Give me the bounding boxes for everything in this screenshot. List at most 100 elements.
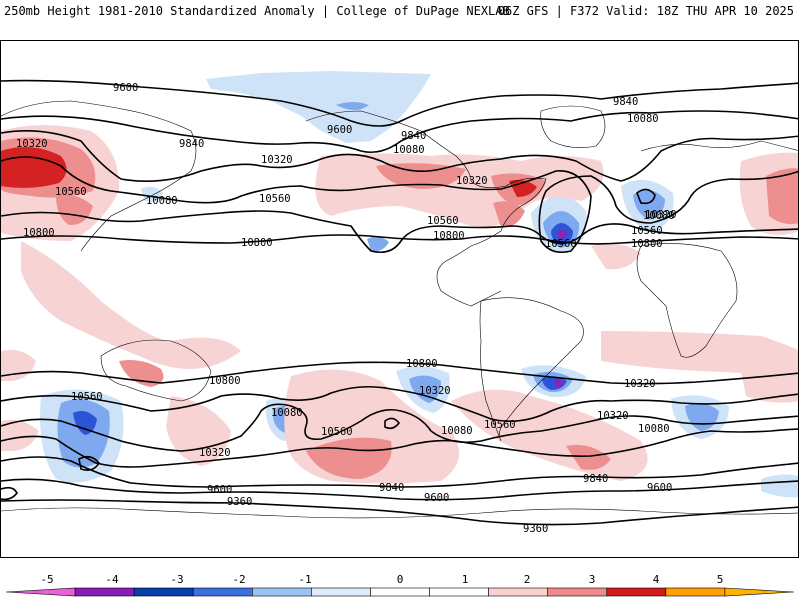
contour-label: 10320	[199, 447, 231, 459]
contour-label: 10320	[261, 154, 293, 166]
colorbar-tick-label: -4	[105, 574, 119, 586]
colorbar-tick-label: 0	[397, 574, 404, 586]
anomaly-region	[21, 241, 241, 369]
anomaly-region	[367, 236, 389, 252]
colorbar-tick-label: -1	[298, 574, 311, 586]
contour-label: 9840	[401, 130, 426, 142]
contour-label: 10800	[433, 230, 465, 242]
colorbar-segment	[311, 587, 371, 597]
contour-10800-north	[1, 234, 798, 245]
colorbar-segment	[370, 587, 430, 597]
contour-label: 9600	[207, 484, 232, 496]
colorbar-tick-label: -3	[170, 574, 183, 586]
contour-label: 10320	[16, 138, 48, 150]
colorbar-tick-label: 3	[589, 574, 596, 586]
colorbar-segment	[606, 587, 667, 597]
contour-label: 9840	[613, 96, 638, 108]
contour-label: 10080	[271, 407, 303, 419]
colorbar-segment	[252, 587, 312, 597]
anomaly-region	[761, 474, 798, 498]
contour-9840-south	[1, 456, 798, 488]
contour-10800-south	[1, 361, 798, 385]
contour-label: 10560	[427, 215, 459, 227]
anomaly-region	[766, 168, 798, 225]
colorbar-ticks: -5 -4 -3 -2 -1 0 1 2 3 4 5	[40, 574, 723, 586]
colorbar-segment	[547, 587, 608, 597]
contour-labels: 9600 9600 9840 9840 9840 10080 10080 100…	[16, 82, 677, 535]
anomaly-region	[542, 376, 567, 390]
contour-10560-north	[1, 210, 798, 254]
contour-label: 10800	[23, 227, 55, 239]
colorbar-segment	[192, 587, 253, 597]
contour-closed-low-south-a	[78, 455, 100, 471]
contour-label: 10320	[419, 385, 451, 397]
weather-map: 9600 9600 9840 9840 9840 10080 10080 100…	[0, 40, 799, 558]
contour-label: 10320	[645, 209, 677, 221]
contour-label: 10080	[146, 195, 178, 207]
anomaly-region	[166, 396, 231, 466]
colorbar-segment	[429, 587, 489, 597]
anomaly-region	[1, 349, 36, 381]
colorbar-tick-label: 4	[653, 574, 660, 586]
contour-9360-south	[1, 499, 798, 526]
contour-label: 10320	[624, 378, 656, 390]
coastline-australia	[100, 339, 212, 402]
contour-closed-ring-west	[1, 486, 18, 501]
contour-label: 10080	[638, 423, 670, 435]
colorbar-tick-label: -2	[232, 574, 245, 586]
anomaly-region	[119, 360, 164, 387]
anomaly-region	[591, 243, 641, 270]
contour-closed-low-north	[636, 188, 656, 205]
colorbar-tick-label: -5	[40, 574, 53, 586]
colorbar-segment	[133, 587, 194, 597]
contour-label: 10560	[55, 186, 87, 198]
contour-label: 10320	[597, 410, 629, 422]
coastline-north-america	[305, 110, 547, 307]
contour-label: 10560	[484, 419, 516, 431]
contour-9600-south	[1, 478, 798, 501]
contour-label: 10560	[71, 391, 103, 403]
contour-label: 10800	[209, 375, 241, 387]
contour-label: 10800	[241, 237, 273, 249]
contour-label: 9360	[227, 496, 252, 508]
contour-10560-south	[1, 385, 798, 422]
coastline-greenland	[540, 105, 606, 148]
contour-10080-north	[1, 129, 798, 183]
contour-label: 9840	[583, 473, 608, 485]
positive-anomaly-shading	[1, 125, 798, 484]
contour-label: 10320	[456, 175, 488, 187]
anomaly-region	[376, 163, 466, 189]
anomaly-region	[554, 379, 564, 388]
contour-label: 9840	[179, 138, 204, 150]
contour-label: 10080	[441, 425, 473, 437]
contour-label: 9600	[424, 492, 449, 504]
contour-label: 10080	[627, 113, 659, 125]
contour-label: 10080	[393, 144, 425, 156]
anomaly-region	[633, 189, 665, 220]
anomaly-region	[566, 444, 611, 470]
contour-label: 9600	[327, 124, 352, 136]
contour-label: 10560	[259, 193, 291, 205]
colorbar-segments	[5, 587, 795, 597]
coastlines	[1, 100, 798, 519]
model-run-info: 06Z GFS | F372 Valid: 18Z THU APR 10 202…	[497, 4, 794, 18]
anomaly-region	[1, 419, 39, 451]
colorbar-tick-label: 5	[717, 574, 724, 586]
contour-label: 10080	[643, 210, 675, 222]
contour-10080-south	[1, 428, 798, 468]
height-contours	[1, 79, 798, 526]
contour-label: 10560	[321, 426, 353, 438]
colorbar-tick-label: 1	[462, 574, 469, 586]
anomaly-region	[206, 71, 431, 143]
contour-label: 10800	[631, 238, 663, 250]
colorbar-segment	[5, 587, 76, 597]
contour-label: 9600	[647, 482, 672, 494]
contour-10320-south	[1, 403, 798, 452]
colorbar-segment	[724, 587, 795, 597]
coastline-africa	[636, 243, 738, 358]
contour-label: 10800	[406, 358, 438, 370]
anomaly-region	[451, 389, 648, 481]
coastline-asia	[1, 100, 197, 252]
colorbar-tick-label: 2	[524, 574, 531, 586]
contour-9840-north	[1, 110, 798, 154]
